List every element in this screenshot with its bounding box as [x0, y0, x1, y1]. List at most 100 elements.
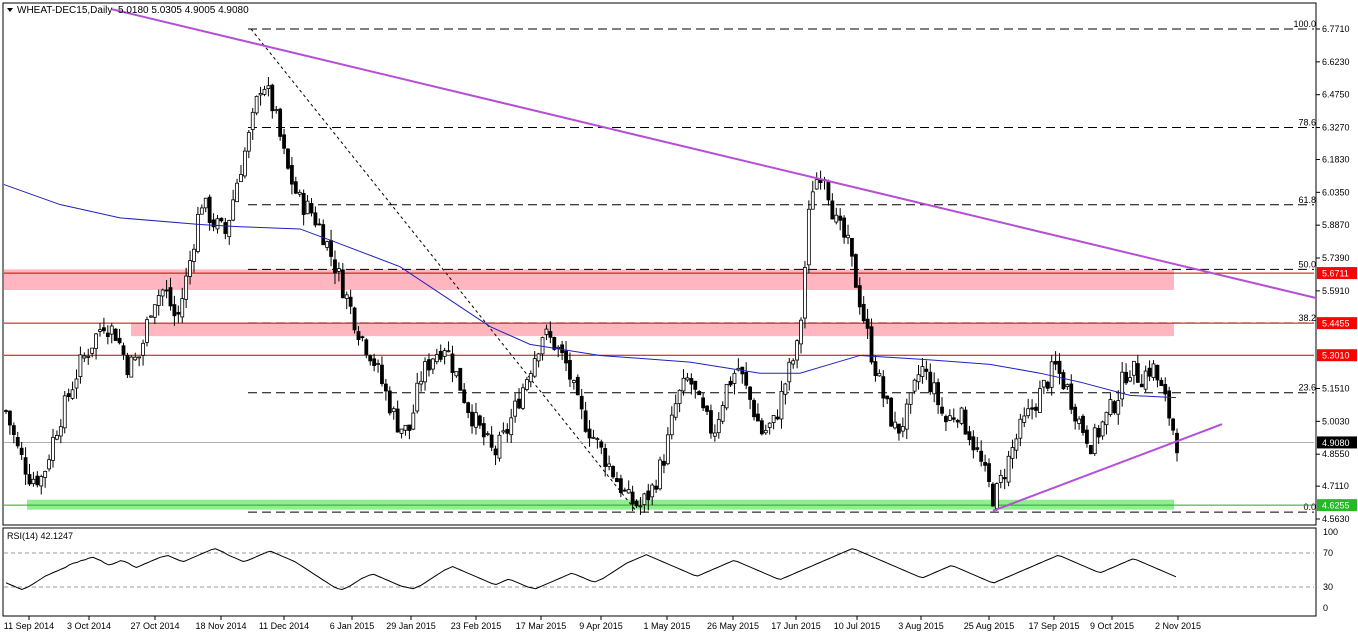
candle — [771, 415, 776, 430]
pivot-price-tag: 5.3010 — [1322, 351, 1350, 361]
candle-body — [987, 463, 991, 482]
candle-body — [748, 386, 753, 400]
candle-body — [544, 328, 549, 335]
price-tick-label: 6.1830 — [1322, 154, 1350, 164]
candle-body — [642, 493, 647, 506]
candle-body — [665, 434, 670, 465]
candle-body — [838, 215, 843, 221]
candle — [180, 287, 185, 324]
candle — [15, 431, 20, 449]
candle-body — [313, 212, 318, 226]
candle-body — [501, 430, 506, 433]
candle — [86, 348, 91, 365]
candle — [693, 380, 698, 399]
date-tick-label: 1 May 2015 — [643, 621, 690, 631]
candle — [301, 189, 306, 226]
candle — [286, 148, 290, 170]
candle — [908, 392, 913, 414]
candle-body — [775, 416, 780, 420]
candle-body — [900, 426, 905, 432]
candle-body — [51, 436, 55, 461]
moving-average-line — [3, 184, 1177, 399]
candle — [62, 390, 67, 434]
candle-body — [184, 275, 189, 300]
candle-body — [763, 430, 768, 434]
candle-body — [548, 331, 553, 338]
candle-body — [673, 403, 678, 418]
candle-body — [1085, 429, 1089, 444]
candle-body — [591, 436, 596, 439]
candle — [513, 393, 518, 423]
candle — [834, 207, 839, 225]
candle — [1132, 360, 1136, 385]
candle — [51, 428, 55, 468]
candle — [677, 389, 682, 413]
candle — [830, 193, 835, 220]
candle — [744, 362, 749, 390]
candle-body — [893, 421, 897, 429]
candle — [1096, 425, 1101, 445]
candle — [536, 352, 541, 368]
candle-body — [1061, 372, 1066, 390]
price-tick-label: 4.5630 — [1322, 514, 1350, 524]
candle — [975, 436, 980, 453]
candle-body — [219, 217, 224, 222]
candle-body — [1069, 383, 1074, 410]
candle-body — [787, 361, 792, 383]
candle-body — [705, 405, 709, 412]
candle-body — [810, 191, 815, 210]
candle — [235, 178, 239, 203]
candle — [423, 357, 427, 391]
candle-body — [239, 174, 243, 183]
dropdown-triangle-icon[interactable] — [7, 8, 13, 12]
candle — [626, 480, 631, 494]
candle — [376, 359, 380, 373]
candle-body — [795, 340, 800, 361]
candle-body — [105, 332, 110, 337]
candle-body — [1155, 364, 1160, 381]
candle — [1128, 370, 1132, 383]
candle-body — [991, 483, 995, 507]
candle-body — [689, 378, 694, 385]
candle — [748, 385, 753, 410]
candle-body — [497, 434, 502, 459]
candle-body — [1041, 379, 1046, 388]
candle — [383, 378, 388, 401]
candle-body — [407, 424, 412, 431]
candle — [955, 418, 960, 428]
candle — [149, 315, 153, 318]
candle — [442, 347, 447, 365]
candle — [767, 422, 772, 435]
candle-body — [857, 285, 862, 308]
candle-body — [297, 191, 302, 195]
candle-body — [317, 223, 322, 226]
date-tick-label: 17 Mar 2015 — [516, 621, 567, 631]
candle-body — [1030, 407, 1034, 410]
candle — [1073, 403, 1078, 430]
candle-body — [133, 356, 138, 361]
candle-body — [98, 329, 102, 332]
candle-body — [423, 361, 427, 383]
candle — [752, 398, 756, 421]
candle — [466, 401, 471, 419]
candle — [1112, 399, 1117, 415]
candle-body — [207, 196, 212, 223]
candle — [709, 404, 713, 439]
candle-body — [258, 93, 263, 96]
candle-body — [321, 224, 326, 246]
candle-body — [129, 356, 134, 378]
candle — [4, 409, 8, 414]
candle — [987, 458, 991, 488]
rsi-line — [5, 548, 1177, 591]
candle — [262, 85, 267, 97]
candle — [462, 383, 467, 404]
candle-body — [262, 88, 267, 95]
candle-body — [1171, 418, 1175, 431]
resistance-1-price-tag: 5.6711 — [1322, 269, 1349, 279]
candle — [779, 380, 784, 429]
candle-body — [78, 354, 83, 377]
candle-body — [571, 380, 576, 383]
symbol-label: WHEAT-DEC15,Daily — [17, 5, 112, 16]
candle — [321, 219, 326, 246]
